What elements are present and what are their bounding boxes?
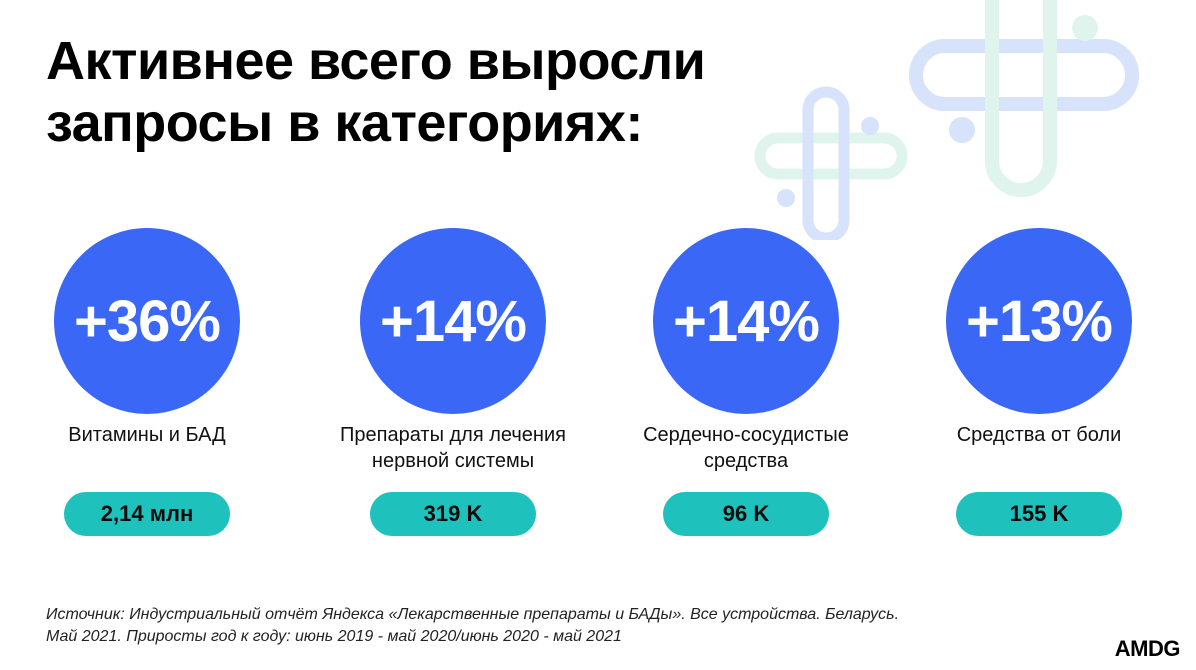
category-label-line: нервной системы [371,450,535,472]
query-count-badge: 2,14 млн [64,492,230,536]
category-label: Сердечно-сосудистые средства [596,422,896,474]
category-label-line: Препараты для лечения [340,424,566,446]
page-title: Активнее всего выросли запросы в категор… [46,30,766,154]
growth-value: +14% [673,288,820,354]
source-line-2: Май 2021. Приросты год к году: июнь 2019… [46,628,622,645]
growth-circle: +14% [360,228,546,414]
category-label: Витамины и БАД [0,422,297,448]
title-line-2: запросы в категориях: [46,93,643,153]
growth-circle: +14% [653,228,839,414]
growth-circle: +13% [946,228,1132,414]
query-count-badge: 96 K [663,492,829,536]
category-card-nervous-system: +14% Препараты для лечения нервной систе… [303,228,603,548]
category-card-pain-relief: +13% Средства от боли 155 K [889,228,1189,548]
category-label: Средства от боли [889,422,1189,448]
category-label-line: Сердечно-сосудистые [643,424,849,446]
growth-value: +36% [74,288,221,354]
brand-logo: AMDG [1114,636,1181,661]
source-line-1: Источник: Индустриальный отчёт Яндекса «… [46,606,900,623]
query-count-badge: 319 K [370,492,536,536]
growth-value: +13% [966,288,1113,354]
category-label-line: средства [703,450,789,472]
category-card-vitamins: +36% Витамины и БАД 2,14 млн [0,228,297,548]
growth-value: +14% [380,288,527,354]
category-card-cardiovascular: +14% Сердечно-сосудистые средства 96 K [596,228,896,548]
title-line-1: Активнее всего выросли [46,31,706,91]
growth-circle: +36% [54,228,240,414]
category-label: Препараты для лечения нервной системы [303,422,603,474]
category-label-line: Средства от боли [956,424,1122,446]
query-count-badge: 155 K [956,492,1122,536]
medical-cross-icon [754,0,1139,240]
category-label-line: Витамины и БАД [68,424,226,446]
source-note: Источник: Индустриальный отчёт Яндекса «… [46,604,1046,648]
